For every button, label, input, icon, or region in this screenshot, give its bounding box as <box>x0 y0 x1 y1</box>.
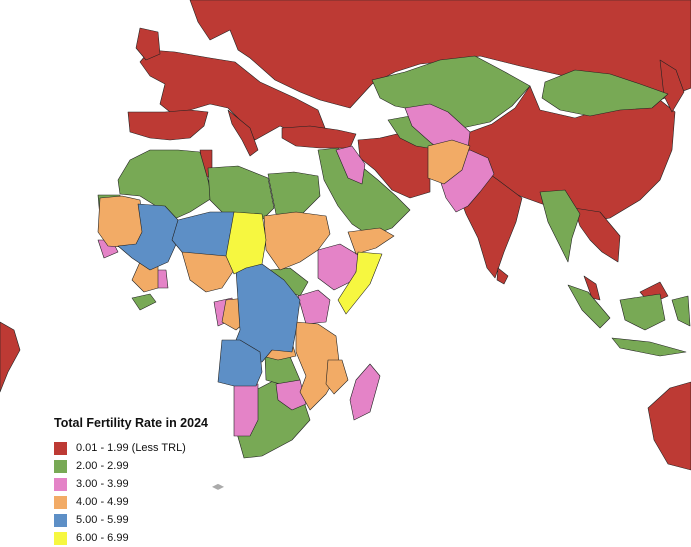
legend-label: 3.00 - 3.99 <box>76 478 129 490</box>
legend-item: 0.01 - 1.99 (Less TRL) <box>54 439 208 457</box>
legend-label: 5.00 - 5.99 <box>76 514 129 526</box>
legend-swatch <box>54 441 67 455</box>
region-australia <box>647 381 691 471</box>
legend-swatch <box>54 459 67 473</box>
legend-label: 2.00 - 2.99 <box>76 460 129 472</box>
region-yellow <box>225 211 383 315</box>
legend-label: 4.00 - 4.99 <box>76 496 129 508</box>
legend-item: 5.00 - 5.99 <box>54 511 208 529</box>
legend-item: 6.00 - 6.99 <box>54 529 208 547</box>
legend: Total Fertility Rate in 2024 0.01 - 1.99… <box>54 416 208 547</box>
region-south-america <box>0 321 21 393</box>
legend-label: 0.01 - 1.99 (Less TRL) <box>76 442 186 454</box>
legend-label: 6.00 - 6.99 <box>76 532 129 544</box>
legend-swatch <box>54 495 67 509</box>
resize-cursor-icon: ◂▸ <box>212 479 225 493</box>
legend-item: 4.00 - 4.99 <box>54 493 208 511</box>
region-europe-russia <box>127 0 691 157</box>
legend-swatch <box>54 531 67 545</box>
legend-swatch <box>54 513 67 527</box>
legend-item: 3.00 - 3.99 <box>54 475 208 493</box>
legend-swatch <box>54 477 67 491</box>
region-blue <box>117 203 301 387</box>
legend-item: 2.00 - 2.99 <box>54 457 208 475</box>
legend-title: Total Fertility Rate in 2024 <box>54 416 208 430</box>
